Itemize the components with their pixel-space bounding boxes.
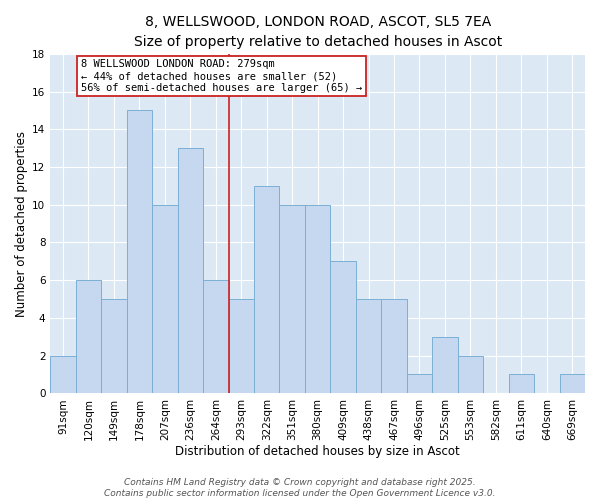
Bar [381,299,407,394]
Bar [127,110,152,394]
Bar [229,299,254,394]
Bar [432,337,458,394]
Bar [407,374,432,394]
Bar [101,299,127,394]
Bar [254,186,280,394]
Bar [356,299,381,394]
Title: 8, WELLSWOOD, LONDON ROAD, ASCOT, SL5 7EA
Size of property relative to detached : 8, WELLSWOOD, LONDON ROAD, ASCOT, SL5 7E… [134,15,502,48]
X-axis label: Distribution of detached houses by size in Ascot: Distribution of detached houses by size … [175,444,460,458]
Bar [280,204,305,394]
Text: 8 WELLSWOOD LONDON ROAD: 279sqm
← 44% of detached houses are smaller (52)
56% of: 8 WELLSWOOD LONDON ROAD: 279sqm ← 44% of… [81,60,362,92]
Bar [178,148,203,394]
Bar [305,204,331,394]
Bar [458,356,483,394]
Bar [331,262,356,394]
Bar [76,280,101,394]
Y-axis label: Number of detached properties: Number of detached properties [15,130,28,316]
Bar [509,374,534,394]
Bar [560,374,585,394]
Text: Contains HM Land Registry data © Crown copyright and database right 2025.
Contai: Contains HM Land Registry data © Crown c… [104,478,496,498]
Bar [152,204,178,394]
Bar [203,280,229,394]
Bar [50,356,76,394]
